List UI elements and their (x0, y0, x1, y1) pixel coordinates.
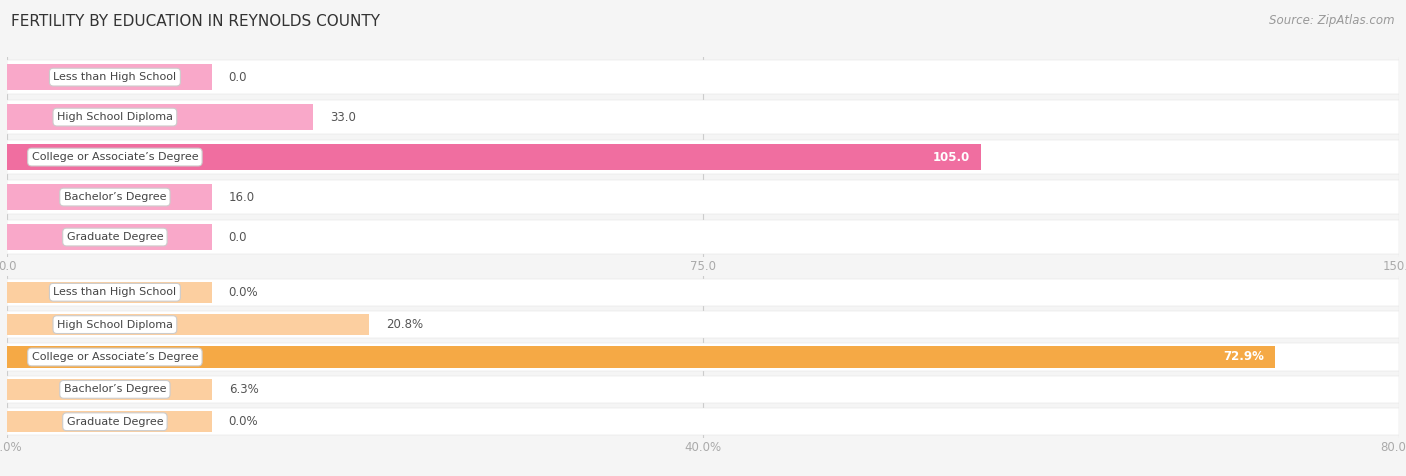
Bar (7, 100, 1399, 134)
Bar (7, 144, 981, 170)
Text: Bachelor’s Degree: Bachelor’s Degree (63, 192, 166, 202)
Bar (7, 184, 212, 210)
Text: Source: ZipAtlas.com: Source: ZipAtlas.com (1270, 14, 1395, 27)
Bar (7, 64, 212, 90)
Text: 20.8%: 20.8% (385, 318, 423, 331)
Bar (7, 408, 1399, 436)
Bar (7, 180, 1399, 214)
Text: High School Diploma: High School Diploma (56, 319, 173, 330)
Text: Less than High School: Less than High School (53, 72, 177, 82)
Bar (7, 104, 314, 130)
Text: 33.0: 33.0 (330, 110, 356, 124)
Text: 6.3%: 6.3% (229, 383, 259, 396)
Text: 72.9%: 72.9% (1223, 350, 1264, 364)
Bar (7, 220, 1399, 254)
Text: 0.0%: 0.0% (229, 415, 259, 428)
Text: 105.0: 105.0 (934, 150, 970, 164)
Text: 0.0: 0.0 (229, 70, 247, 84)
Text: High School Diploma: High School Diploma (56, 112, 173, 122)
Bar (7, 347, 1275, 367)
Bar (7, 314, 368, 335)
Text: College or Associate’s Degree: College or Associate’s Degree (31, 152, 198, 162)
Bar (7, 411, 212, 432)
Bar (7, 379, 212, 400)
Bar (7, 343, 1399, 371)
Text: 0.0: 0.0 (229, 230, 247, 244)
Text: Graduate Degree: Graduate Degree (66, 416, 163, 427)
Text: Bachelor’s Degree: Bachelor’s Degree (63, 384, 166, 395)
Bar (7, 311, 1399, 338)
Text: 16.0: 16.0 (229, 190, 254, 204)
Text: College or Associate’s Degree: College or Associate’s Degree (31, 352, 198, 362)
Bar (7, 282, 212, 303)
Text: FERTILITY BY EDUCATION IN REYNOLDS COUNTY: FERTILITY BY EDUCATION IN REYNOLDS COUNT… (11, 14, 380, 30)
Text: Graduate Degree: Graduate Degree (66, 232, 163, 242)
Text: Less than High School: Less than High School (53, 287, 177, 298)
Bar (7, 224, 212, 250)
Bar (7, 278, 1399, 306)
Text: 0.0%: 0.0% (229, 286, 259, 299)
Bar (7, 60, 1399, 94)
Bar (7, 376, 1399, 403)
Bar (7, 140, 1399, 174)
